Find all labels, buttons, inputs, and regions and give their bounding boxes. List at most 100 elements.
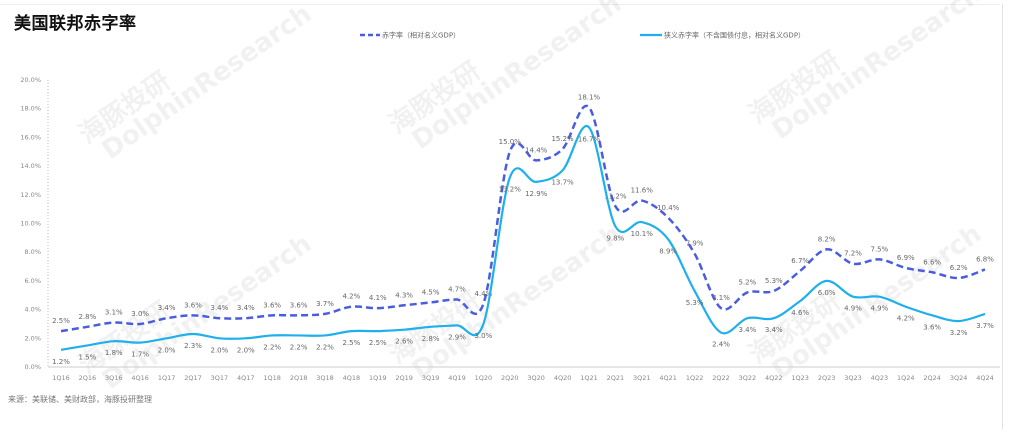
data-label: 5.2% [739, 278, 757, 286]
data-label: 3.4% [211, 304, 229, 312]
data-label: 2.5% [369, 339, 387, 347]
data-label: 4.9% [844, 305, 862, 313]
x-tick-label: 1Q22 [686, 374, 704, 382]
data-label: 18.1% [578, 93, 601, 101]
data-label: 2.0% [237, 346, 255, 354]
deficit-rate-line [60, 104, 986, 333]
x-tick-label: 1Q16 [52, 374, 70, 382]
data-label: 6.2% [950, 264, 968, 272]
data-label: 2.5% [343, 339, 361, 347]
data-label: 2.2% [290, 343, 308, 351]
data-label: 2.8% [422, 335, 440, 343]
x-tick-label: 3Q22 [739, 374, 757, 382]
y-tick-label: 16.0% [20, 133, 41, 141]
data-label: 2.6% [395, 338, 413, 346]
x-tick-label: 4Q19 [448, 374, 466, 382]
y-tick-label: 12.0% [20, 191, 41, 199]
data-label: 4.6% [791, 309, 809, 317]
data-label: 2.5% [52, 317, 70, 325]
y-tick-label: 8.0% [24, 248, 41, 256]
data-label: 8.9% [659, 247, 677, 255]
x-tick-label: 4Q22 [765, 374, 783, 382]
x-tick-label: 3Q21 [633, 374, 651, 382]
x-tick-label: 4Q21 [659, 374, 677, 382]
data-label: 14.4% [525, 146, 548, 154]
data-label: 4.7% [448, 286, 466, 294]
data-label: 6.9% [897, 254, 915, 262]
data-label: 4.2% [897, 315, 915, 323]
x-tick-label: 4Q24 [976, 374, 994, 382]
data-label: 3.4% [765, 326, 783, 334]
x-tick-label: 2Q19 [395, 374, 413, 382]
y-tick-label: 4.0% [24, 306, 41, 314]
data-label: 6.7% [791, 257, 809, 265]
data-label: 3.4% [739, 326, 757, 334]
data-label: 3.7% [316, 300, 334, 308]
x-tick-label: 3Q17 [211, 374, 229, 382]
x-tick-label: 3Q16 [105, 374, 123, 382]
x-tick-label: 3Q24 [950, 374, 968, 382]
data-label: 3.4% [237, 304, 255, 312]
data-label: 2.8% [79, 313, 97, 321]
data-label: 3.4% [158, 304, 176, 312]
data-label: 5.3% [765, 277, 783, 285]
data-label: 7.2% [844, 250, 862, 258]
y-tick-label: 6.0% [24, 277, 41, 285]
data-label: 3.6% [290, 301, 308, 309]
data-label: 2.2% [263, 343, 281, 351]
data-label: 6.8% [976, 255, 994, 263]
data-label: 3.0% [475, 332, 493, 340]
data-label: 3.7% [976, 322, 994, 330]
data-label: 5.3% [686, 299, 704, 307]
data-label: 6.6% [923, 258, 941, 266]
watermark: DolphinResearch [97, 229, 317, 396]
data-label: 10.4% [657, 204, 680, 212]
y-tick-label: 18.0% [20, 105, 41, 113]
x-tick-label: 3Q19 [422, 374, 440, 382]
x-tick-label: 2Q16 [79, 374, 97, 382]
x-tick-label: 2Q21 [607, 374, 625, 382]
y-tick-label: 14.0% [20, 162, 41, 170]
data-label: 2.2% [316, 343, 334, 351]
chart-title: 美国联邦赤字率 [14, 14, 137, 34]
data-label: 9.8% [607, 234, 625, 242]
y-tick-label: 10.0% [20, 220, 41, 228]
data-label: 2.3% [184, 342, 202, 350]
y-tick-label: 0.0% [24, 363, 41, 371]
right-divider [1002, 4, 1003, 429]
data-label: 4.3% [395, 291, 413, 299]
x-tick-label: 1Q17 [158, 374, 176, 382]
y-tick-label: 20.0% [20, 76, 41, 84]
x-tick-label: 2Q23 [818, 374, 836, 382]
top-divider [0, 4, 1000, 5]
data-label: 3.1% [105, 309, 123, 317]
data-label: 4.2% [343, 293, 361, 301]
data-label: 8.2% [818, 235, 836, 243]
x-tick-label: 2Q18 [290, 374, 308, 382]
x-tick-label: 3Q18 [316, 374, 334, 382]
data-label: 3.0% [131, 310, 149, 318]
data-label: 15.0% [499, 138, 522, 146]
data-label: 1.7% [131, 351, 149, 359]
x-tick-label: 4Q18 [343, 374, 361, 382]
x-tick-label: 2Q24 [923, 374, 941, 382]
data-label: 2.0% [158, 346, 176, 354]
x-tick-label: 1Q24 [897, 374, 915, 382]
data-label: 13.2% [499, 186, 522, 194]
x-tick-label: 4Q20 [554, 374, 572, 382]
data-label: 1.2% [52, 358, 70, 366]
data-label: 1.8% [105, 349, 123, 357]
y-tick-label: 2.0% [24, 334, 41, 342]
data-label: 4.9% [871, 305, 889, 313]
x-tick-label: 1Q18 [263, 374, 281, 382]
x-tick-label: 1Q21 [580, 374, 598, 382]
x-tick-label: 4Q16 [131, 374, 149, 382]
data-label: 7.9% [686, 240, 704, 248]
x-tick-label: 1Q19 [369, 374, 387, 382]
data-label: 12.9% [525, 190, 548, 198]
data-label: 1.5% [79, 353, 97, 361]
data-label: 2.0% [211, 346, 229, 354]
narrow-deficit-rate-line [60, 124, 986, 351]
watermark: DolphinResearch [97, 0, 317, 166]
